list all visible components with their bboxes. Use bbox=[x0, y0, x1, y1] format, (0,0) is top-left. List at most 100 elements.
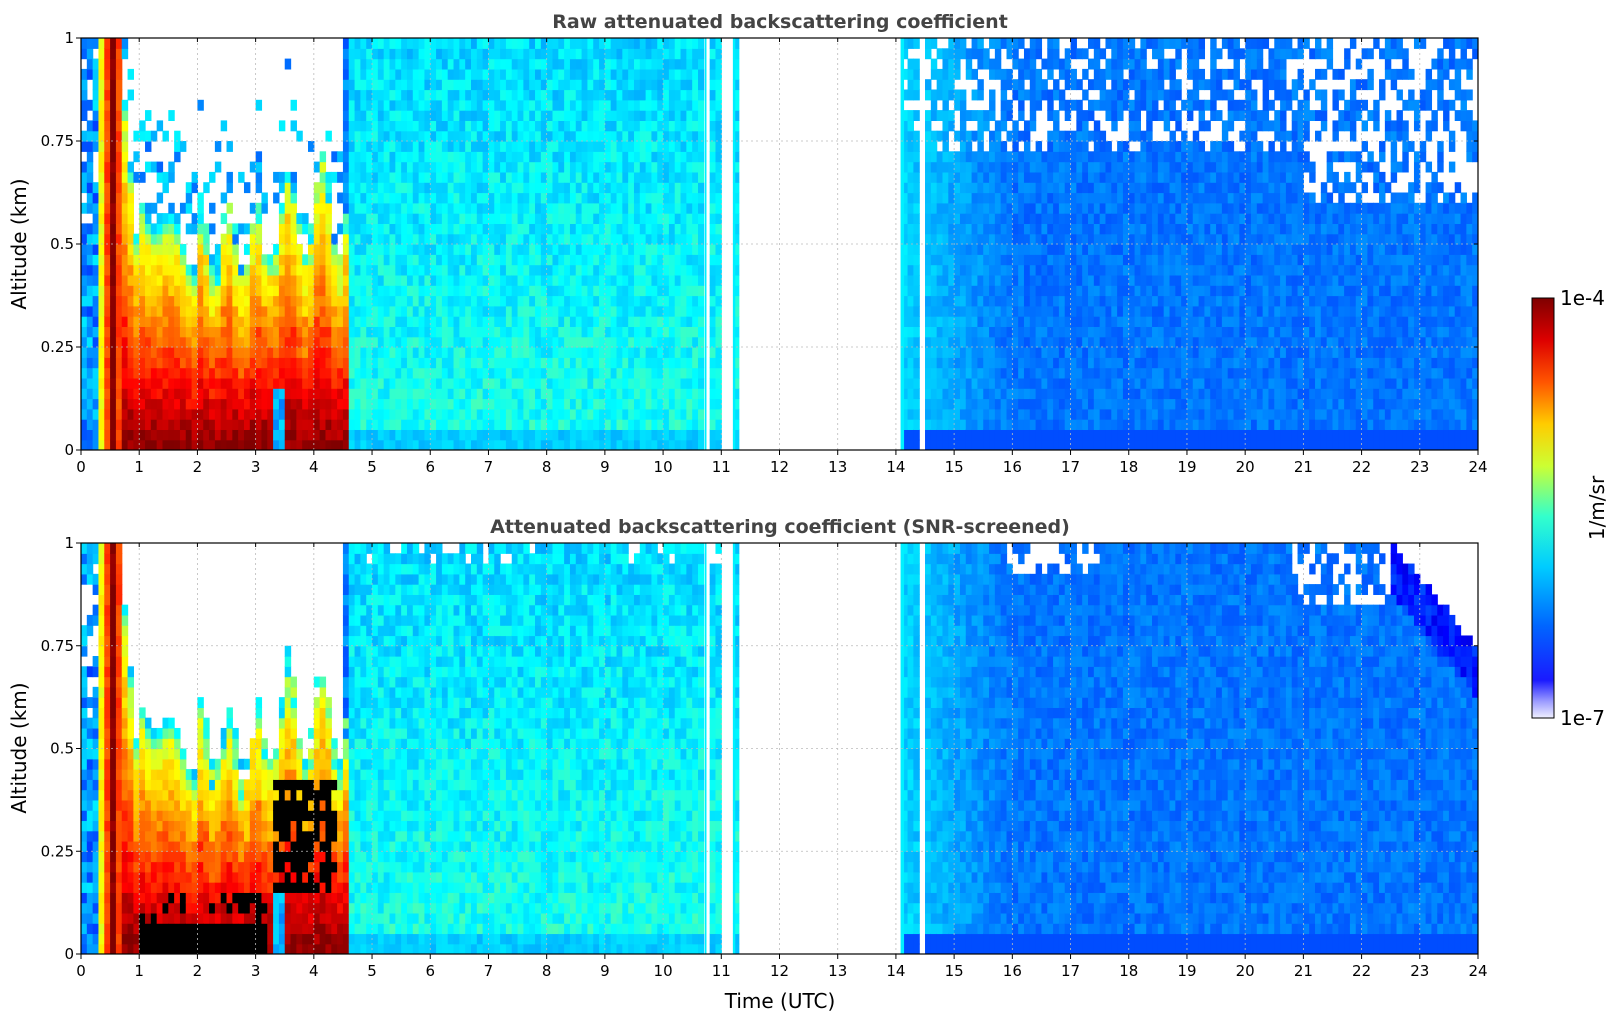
heatmap-cell bbox=[1053, 398, 1060, 410]
heatmap-cell bbox=[936, 274, 944, 286]
heatmap-cell bbox=[209, 388, 216, 400]
heatmap-cell bbox=[959, 38, 967, 49]
heatmap-cell bbox=[698, 130, 705, 142]
heatmap-cell bbox=[907, 151, 914, 163]
heatmap-cell bbox=[500, 336, 507, 348]
heatmap-cell bbox=[977, 305, 984, 317]
heatmap-cell bbox=[110, 244, 117, 255]
heatmap-cell bbox=[296, 130, 303, 142]
heatmap-cell bbox=[505, 68, 513, 80]
heatmap-cell bbox=[540, 347, 548, 358]
heatmap-cell bbox=[564, 58, 571, 70]
heatmap-cell bbox=[267, 398, 274, 410]
heatmap-cell bbox=[255, 171, 263, 183]
heatmap-cell bbox=[913, 398, 920, 410]
heatmap-cell bbox=[581, 377, 589, 389]
heatmap-cell bbox=[1000, 141, 1008, 152]
heatmap-cell bbox=[104, 89, 111, 101]
heatmap-cell bbox=[948, 120, 955, 132]
heatmap-cell bbox=[1093, 398, 1101, 410]
heatmap-cell bbox=[657, 274, 664, 286]
heatmap-cell bbox=[185, 223, 193, 235]
heatmap-cell bbox=[418, 274, 426, 286]
heatmap-cell bbox=[127, 295, 134, 307]
heatmap-cell bbox=[92, 388, 100, 400]
heatmap-cell bbox=[540, 99, 548, 111]
heatmap-cell bbox=[261, 388, 268, 400]
heatmap-cell bbox=[564, 264, 571, 276]
heatmap-cell bbox=[1070, 285, 1077, 297]
heatmap-cell bbox=[238, 419, 245, 430]
heatmap-cell bbox=[145, 357, 152, 369]
heatmap-cell bbox=[366, 48, 373, 60]
heatmap-cell bbox=[680, 58, 687, 70]
heatmap-cell bbox=[389, 244, 396, 255]
heatmap-cell bbox=[639, 99, 647, 111]
heatmap-cell bbox=[366, 79, 373, 91]
heatmap-cell bbox=[389, 347, 396, 358]
heatmap-cell bbox=[278, 357, 286, 369]
heatmap-cell bbox=[1070, 171, 1077, 183]
heatmap-cell bbox=[517, 264, 524, 276]
heatmap-cell bbox=[715, 285, 722, 297]
heatmap-cell bbox=[1018, 264, 1025, 276]
heatmap-cell bbox=[145, 130, 152, 142]
heatmap-cell bbox=[424, 377, 431, 389]
heatmap-cell bbox=[959, 110, 967, 121]
heatmap-cell bbox=[447, 99, 455, 111]
heatmap-cell bbox=[220, 264, 228, 276]
heatmap-cell bbox=[692, 171, 699, 183]
heatmap-cell bbox=[913, 151, 920, 163]
heatmap-cell bbox=[587, 130, 594, 142]
heatmap-cell bbox=[645, 244, 653, 255]
heatmap-cell bbox=[139, 398, 146, 410]
heatmap-cell bbox=[989, 347, 996, 358]
heatmap-cell bbox=[552, 38, 559, 49]
heatmap-cell bbox=[587, 408, 594, 420]
heatmap-cell bbox=[581, 336, 589, 348]
heatmap-cell bbox=[436, 110, 443, 121]
heatmap-cell bbox=[587, 89, 594, 101]
heatmap-cell bbox=[511, 367, 519, 379]
heatmap-cell bbox=[925, 295, 932, 307]
heatmap-cell bbox=[907, 68, 914, 80]
heatmap-cell bbox=[319, 244, 327, 255]
heatmap-cell bbox=[296, 347, 303, 358]
heatmap-cell bbox=[1047, 429, 1054, 441]
heatmap-cell bbox=[1047, 161, 1054, 173]
heatmap-cell bbox=[191, 182, 199, 194]
heatmap-cell bbox=[575, 110, 583, 121]
heatmap-cell bbox=[657, 38, 664, 49]
heatmap-cell bbox=[115, 367, 123, 379]
heatmap-cell bbox=[1093, 244, 1101, 255]
heatmap-cell bbox=[133, 254, 140, 266]
heatmap-cell bbox=[994, 202, 1002, 214]
heatmap-cell bbox=[692, 408, 699, 420]
heatmap-cell bbox=[243, 295, 251, 307]
heatmap-cell bbox=[447, 68, 455, 80]
heatmap-cell bbox=[360, 316, 367, 327]
heatmap-cell bbox=[901, 89, 909, 101]
heatmap-cell bbox=[936, 264, 944, 276]
heatmap-cell bbox=[505, 347, 513, 358]
heatmap-cell bbox=[663, 398, 670, 410]
heatmap-cell bbox=[732, 120, 740, 132]
heatmap-cell bbox=[680, 110, 687, 121]
heatmap-cell bbox=[395, 388, 402, 400]
heatmap-cell bbox=[494, 264, 501, 276]
heatmap-cell bbox=[971, 48, 979, 60]
heatmap-cell bbox=[220, 377, 228, 389]
heatmap-cell bbox=[471, 347, 478, 358]
heatmap-cell bbox=[1088, 429, 1095, 441]
heatmap-cell bbox=[511, 336, 519, 348]
heatmap-cell bbox=[453, 264, 460, 276]
heatmap-cell bbox=[616, 388, 623, 400]
heatmap-cell bbox=[686, 264, 693, 276]
heatmap-cell bbox=[505, 367, 513, 379]
heatmap-cell bbox=[610, 285, 618, 297]
heatmap-cell bbox=[412, 367, 420, 379]
heatmap-cell bbox=[599, 274, 606, 286]
heatmap-cell bbox=[610, 38, 618, 49]
heatmap-cell bbox=[552, 233, 559, 245]
heatmap-cell bbox=[977, 336, 984, 348]
